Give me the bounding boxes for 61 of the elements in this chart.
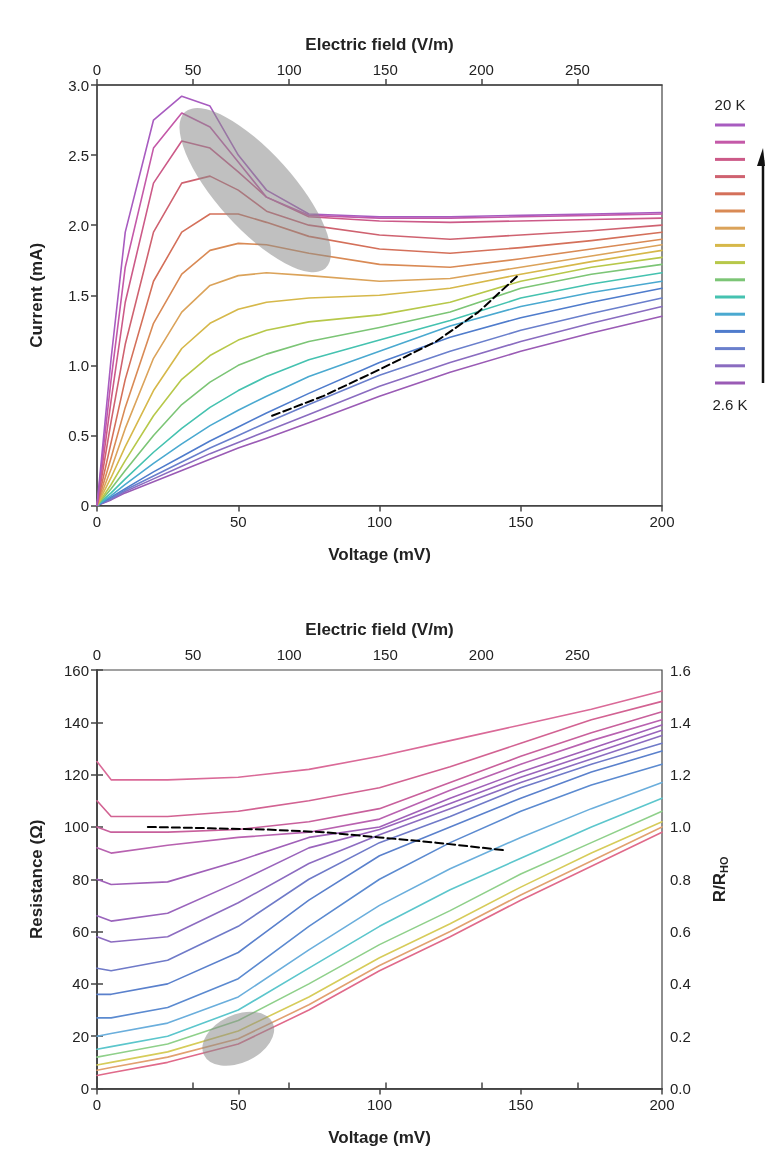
y2-tick-label: 0.2 <box>670 1027 691 1045</box>
line-series <box>96 718 663 854</box>
y-axis-title: Resistance (Ω) <box>27 819 46 939</box>
x2-tick-label: 0 <box>92 645 102 663</box>
x2-tick-label: 250 <box>564 61 590 78</box>
x-tick-label: 150 <box>508 512 534 530</box>
y-tick-label: 160 <box>63 661 89 678</box>
y-tick-label: 1.0 <box>68 356 89 374</box>
y-axis-title: Current (mA) <box>27 242 46 348</box>
x2-axis-title: Electric field (V/m) <box>305 35 454 54</box>
y2-tick-label: 0.6 <box>670 922 691 940</box>
x-tick-label: 200 <box>649 1095 675 1112</box>
x-tick-label: 200 <box>649 512 675 530</box>
y-tick-label: 100 <box>63 817 89 835</box>
x2-axis-title: Electric field (V/m) <box>305 619 454 639</box>
text: 2.6 K <box>711 396 749 413</box>
x-tick-label: 50 <box>229 512 247 530</box>
x-tick-label: 0 <box>92 1095 102 1112</box>
y2-axis-title: R/RHO <box>710 855 730 902</box>
y-tick-label: 120 <box>63 765 89 783</box>
y-tick-label: 20 <box>72 1027 89 1045</box>
y2-tick-label: 0.0 <box>670 1079 691 1097</box>
y-tick-label: 1.5 <box>68 286 89 304</box>
y2-tick-label: 0.4 <box>670 974 691 992</box>
y-tick-label: 3.0 <box>68 76 89 94</box>
y2-tick-label: 1.2 <box>670 765 691 783</box>
x2-tick-label: 100 <box>276 61 302 78</box>
y-tick-label: 0.5 <box>68 426 89 444</box>
y2-tick-label: 1.4 <box>670 713 691 731</box>
y2-tick-label: 0.8 <box>670 870 691 888</box>
line-series <box>96 700 663 817</box>
y-tick-label: 80 <box>72 870 89 888</box>
x2-tick-label: 150 <box>372 61 398 78</box>
y2-tick-label: 1.6 <box>670 661 691 678</box>
y-tick-label: 60 <box>72 922 89 940</box>
y-tick-label: 2.5 <box>68 146 89 164</box>
text: 20 K <box>713 96 747 113</box>
y-tick-label: 40 <box>72 974 89 992</box>
x-tick-label: 0 <box>92 512 102 530</box>
y-tick-label: 2.0 <box>68 216 89 234</box>
x2-tick-label: 200 <box>468 61 494 78</box>
x2-tick-label: 100 <box>276 645 302 663</box>
x2-tick-label: 250 <box>564 645 590 663</box>
x2-tick-label: 50 <box>184 61 202 78</box>
x-tick-label: 50 <box>229 1095 247 1112</box>
x2-tick-label: 50 <box>184 645 202 663</box>
x2-tick-label: 200 <box>468 645 494 663</box>
x-axis-title: Voltage (mV) <box>328 544 431 564</box>
x-tick-label: 150 <box>508 1095 534 1112</box>
x-tick-label: 100 <box>366 512 393 530</box>
x2-tick-label: 150 <box>372 645 398 663</box>
y2-tick-label: 1.0 <box>670 817 691 835</box>
line-series <box>271 274 519 417</box>
x-axis-title: Voltage (mV) <box>328 1127 431 1146</box>
y-tick-label: 0 <box>80 1079 89 1097</box>
x2-tick-label: 0 <box>92 61 102 78</box>
line-series <box>96 689 663 781</box>
x-tick-label: 100 <box>366 1095 393 1112</box>
line-series <box>96 710 663 833</box>
y-tick-label: 0 <box>80 497 89 514</box>
y-tick-label: 140 <box>63 713 89 731</box>
